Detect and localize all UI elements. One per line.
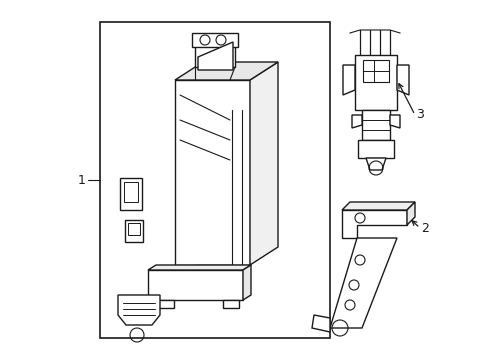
Bar [175,80,249,265]
Bar [223,300,239,308]
Polygon shape [389,115,399,128]
Bar [195,265,232,287]
Text: 2: 2 [420,221,428,234]
Polygon shape [342,65,354,95]
Bar [148,270,243,300]
Polygon shape [148,265,250,270]
Polygon shape [365,158,385,170]
Polygon shape [175,62,278,80]
Bar [124,182,138,202]
Bar [158,300,174,308]
Polygon shape [198,42,232,70]
Bar [192,33,238,47]
Bar [125,220,142,242]
Bar [195,45,235,67]
Text: 1: 1 [78,174,86,186]
Polygon shape [311,315,329,332]
Bar [357,140,393,158]
Polygon shape [396,65,408,95]
Polygon shape [249,62,278,265]
Bar [354,55,396,110]
Polygon shape [203,273,224,285]
Polygon shape [351,115,361,128]
Polygon shape [406,202,414,225]
Bar [120,178,142,210]
Text: 3: 3 [415,108,423,122]
Bar [128,223,140,235]
Bar [100,22,329,338]
Bar [361,110,389,140]
Polygon shape [329,238,396,328]
Polygon shape [118,295,160,325]
Polygon shape [341,202,414,210]
Polygon shape [243,265,250,300]
Polygon shape [341,210,406,238]
Bar [362,60,388,82]
